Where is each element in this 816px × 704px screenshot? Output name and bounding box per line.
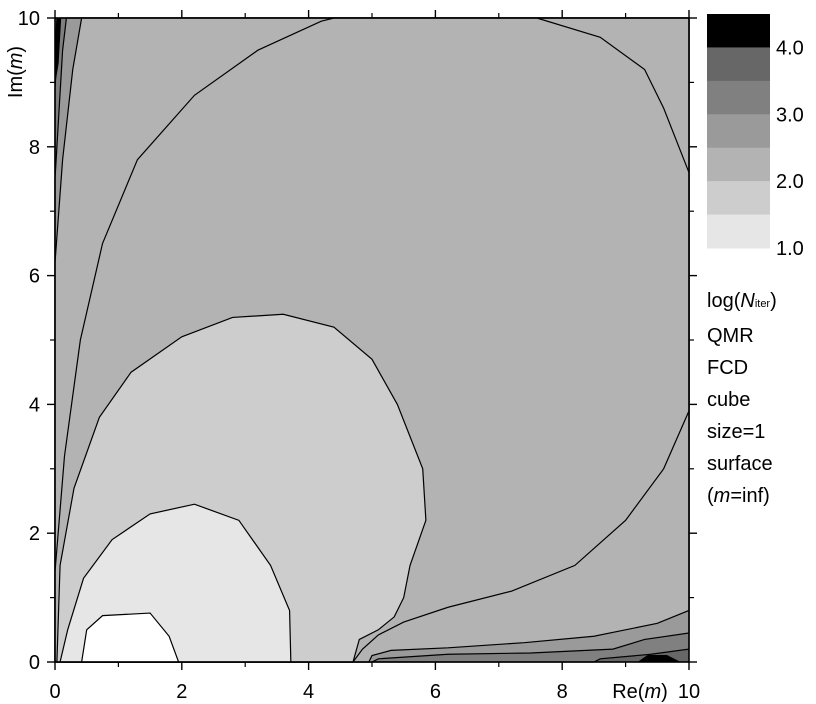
colorbar-band-3 — [707, 80, 770, 115]
legend-notes: log(Niter) QMR FCD cube size=1 surface (… — [707, 285, 777, 512]
x-tick-label-10: 10 — [678, 681, 700, 703]
colorbar-tick-3-0: 3.0 — [776, 104, 804, 126]
colorbar-band-2 — [707, 147, 770, 182]
annotation-m-inf: (m=inf) — [707, 485, 770, 507]
contour-regions — [54, 17, 690, 663]
colorbar-title: log(Niter) — [707, 290, 777, 312]
x-tick-label-2: 2 — [176, 681, 187, 703]
colorbar-band-1 — [707, 214, 770, 249]
annotation-size: size=1 — [707, 421, 766, 443]
x-tick-label-6: 6 — [430, 681, 441, 703]
colorbar-tick-2-0: 2.0 — [776, 171, 804, 193]
y-tick-label-6: 6 — [29, 266, 40, 288]
colorbar-band-4 — [707, 14, 770, 48]
axes: 0 2 4 6 8 10 0 2 4 6 8 10 Re(m) Im(m) — [5, 8, 700, 703]
x-axis-label-backing — [604, 678, 676, 702]
x-tick-label-4: 4 — [303, 681, 314, 703]
y-tick-label-4: 4 — [29, 394, 40, 416]
x-tick-label-0: 0 — [49, 681, 60, 703]
x-tick-label-8: 8 — [557, 681, 568, 703]
colorbar-tick-4-0: 4.0 — [776, 37, 804, 59]
x-axis-label: Re(m) — [612, 681, 668, 703]
colorbar: 1.0 2.0 3.0 4.0 — [707, 14, 804, 260]
annotation-surface: surface — [707, 453, 773, 475]
y-tick-label-8: 8 — [29, 137, 40, 159]
colorbar-band-2-5 — [707, 114, 770, 149]
annotation-method: QMR — [707, 325, 754, 347]
colorbar-band-3-5 — [707, 47, 770, 82]
annotation-shape: cube — [707, 389, 751, 411]
y-tick-label-2: 2 — [29, 523, 40, 545]
colorbar-band-1-5 — [707, 181, 770, 216]
annotation-formulation: FCD — [707, 357, 749, 379]
y-axis-label: Im(m) — [5, 46, 27, 98]
y-tick-label-0: 0 — [29, 652, 40, 674]
colorbar-tick-1-0: 1.0 — [776, 238, 804, 260]
y-tick-label-10: 10 — [18, 8, 40, 30]
